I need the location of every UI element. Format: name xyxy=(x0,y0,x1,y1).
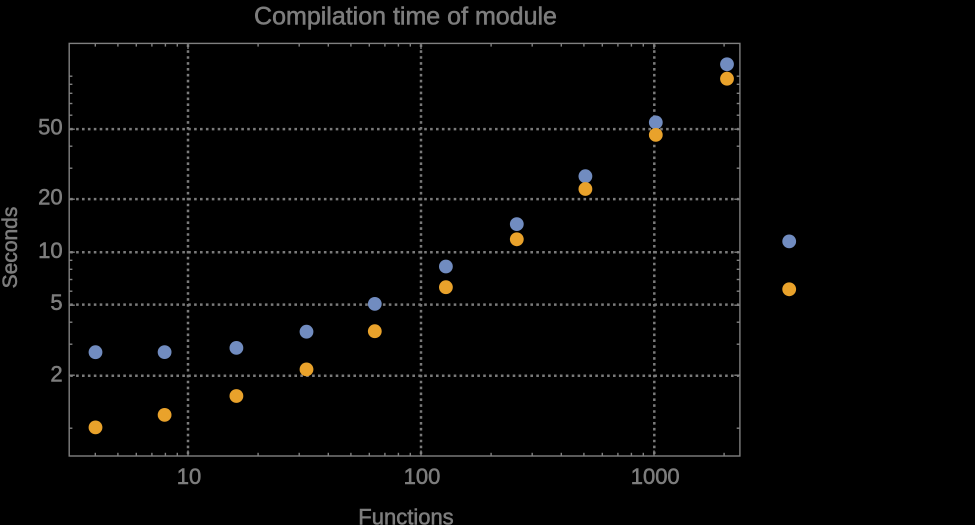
svg-text:5: 5 xyxy=(50,290,62,315)
svg-text:Compilation time of module: Compilation time of module xyxy=(254,3,557,31)
svg-text:10: 10 xyxy=(177,464,201,489)
svg-text:20: 20 xyxy=(38,185,62,210)
svg-text:10: 10 xyxy=(38,238,62,263)
svg-text:2: 2 xyxy=(50,361,62,386)
svg-text:Functions: Functions xyxy=(358,505,453,525)
svg-text:50: 50 xyxy=(38,115,62,140)
svg-text:1000: 1000 xyxy=(631,464,680,489)
svg-text:100: 100 xyxy=(404,464,441,489)
svg-text:Seconds: Seconds xyxy=(0,207,22,289)
